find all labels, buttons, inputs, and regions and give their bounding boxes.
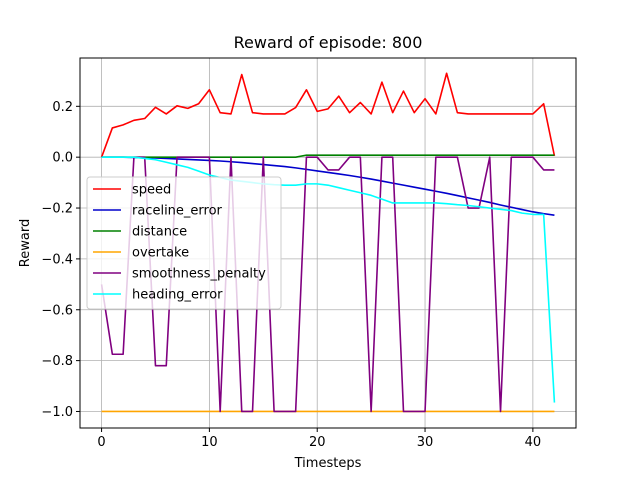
legend-label-heading-error: heading_error <box>132 288 223 303</box>
axis-ticks: 0 10 20 30 40 −1.0 −0.8 −0.6 −0.4 −0.2 0.0 0.2 <box>41 100 541 450</box>
legend-label-smoothness-penalty: smoothness_penalty <box>132 267 266 282</box>
x-tick-label: 10 <box>201 435 218 450</box>
x-tick-label: 20 <box>309 435 326 450</box>
chart-title: Reward of episode: 800 <box>234 33 423 52</box>
x-tick-label: 40 <box>525 435 542 450</box>
axes-frame <box>79 57 577 429</box>
series-line-smoothness-penalty <box>100 156 555 413</box>
y-tick-label: −0.2 <box>41 202 73 217</box>
series-line-speed <box>100 72 556 158</box>
legend: speed raceline_error distance overtake smoot… <box>86 176 282 310</box>
y-tick-label: 0.0 <box>52 151 73 166</box>
y-axis-label: Reward <box>18 219 33 267</box>
y-tick-label: 0.2 <box>52 100 73 115</box>
y-tick-label: −1.0 <box>41 405 73 420</box>
legend-label-distance: distance <box>132 225 187 240</box>
legend-label-overtake: overtake <box>132 246 189 261</box>
y-tick-label: −0.8 <box>41 354 73 369</box>
x-axis-label: Timesteps <box>294 456 362 471</box>
legend-box <box>86 176 282 310</box>
series-line-heading-error <box>101 156 556 403</box>
legend-label-speed: speed <box>132 183 171 198</box>
series-lines <box>100 72 556 413</box>
y-tick-label: −0.6 <box>41 303 73 318</box>
y-tick-label: −0.4 <box>41 252 73 267</box>
x-tick-label: 30 <box>417 435 434 450</box>
legend-label-raceline-error: raceline_error <box>132 204 223 219</box>
x-tick-label: 0 <box>97 435 105 450</box>
